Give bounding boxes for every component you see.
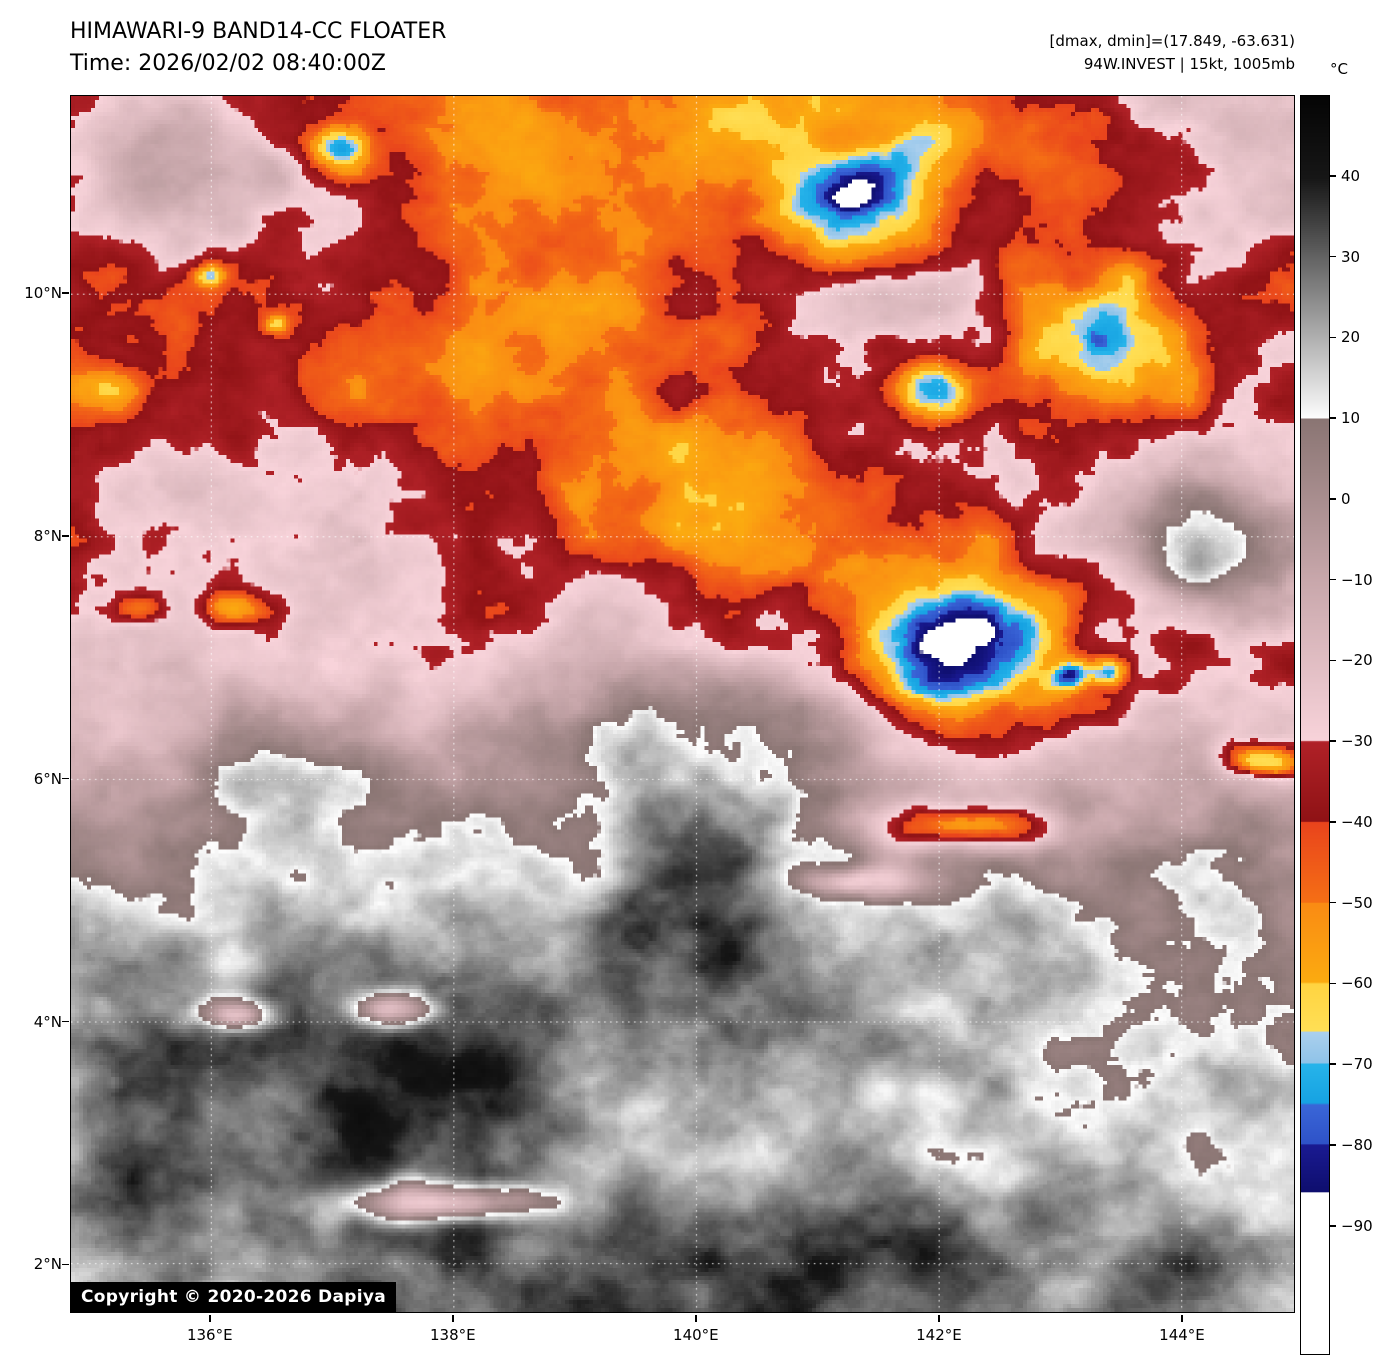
product-title: HIMAWARI-9 BAND14-CC FLOATER bbox=[70, 19, 447, 44]
colorbar-tick bbox=[1330, 1063, 1336, 1065]
colorbar-tick-label: −70 bbox=[1341, 1055, 1373, 1074]
x-axis-label: 142°E bbox=[916, 1326, 962, 1344]
y-axis-tick bbox=[61, 535, 69, 537]
annotation-block: [dmax, dmin]=(17.849, -63.631) 94W.INVES… bbox=[1050, 30, 1295, 75]
colorbar-tick-label: 0 bbox=[1341, 489, 1351, 508]
colorbar-tick bbox=[1330, 982, 1336, 985]
colorbar-tick-label: −50 bbox=[1341, 893, 1373, 912]
colorbar-tick-label: 20 bbox=[1341, 328, 1361, 347]
x-axis-tick bbox=[209, 1314, 211, 1322]
colorbar-tick-label: 40 bbox=[1341, 166, 1361, 185]
x-axis-label: 136°E bbox=[186, 1326, 233, 1344]
map-frame: Copyright © 2020-2026 Dapiya bbox=[70, 95, 1295, 1313]
colorbar-tick bbox=[1330, 659, 1336, 662]
colorbar-unit-label: °C bbox=[1330, 60, 1348, 78]
y-axis-label: 6°N bbox=[33, 769, 62, 788]
colorbar-tick bbox=[1330, 498, 1336, 500]
colorbar-frame bbox=[1300, 95, 1330, 1355]
colorbar-tick-label: −10 bbox=[1341, 570, 1373, 589]
colorbar-tick bbox=[1330, 901, 1336, 904]
colorbar-tick bbox=[1330, 1144, 1336, 1146]
dmax-dmin-readout: [dmax, dmin]=(17.849, -63.631) bbox=[1049, 32, 1295, 50]
colorbar-tick-label: −60 bbox=[1341, 974, 1373, 993]
product-timestamp: Time: 2026/02/02 08:40:00Z bbox=[70, 50, 386, 76]
y-axis-label: 10°N bbox=[24, 283, 62, 302]
y-axis-tick bbox=[61, 777, 69, 780]
colorbar-tick bbox=[1330, 1225, 1336, 1227]
y-axis-tick bbox=[61, 1263, 69, 1266]
colorbar-tick-label: −20 bbox=[1341, 651, 1373, 670]
x-axis-label: 138°E bbox=[430, 1326, 476, 1344]
storm-info: 94W.INVEST | 15kt, 1005mb bbox=[1083, 54, 1295, 73]
copyright-label: Copyright © 2020-2026 Dapiya bbox=[71, 1282, 396, 1312]
colorbar-tick bbox=[1330, 417, 1336, 419]
colorbar-tick-label: −40 bbox=[1341, 812, 1373, 831]
colorbar-tick-label: −90 bbox=[1341, 1216, 1373, 1235]
graticule-overlay-canvas bbox=[71, 96, 1294, 1312]
y-axis-label: 8°N bbox=[33, 526, 62, 545]
colorbar-tick-label: 10 bbox=[1341, 409, 1361, 428]
x-axis-label: 140°E bbox=[673, 1326, 719, 1344]
y-axis-tick bbox=[61, 1020, 69, 1023]
title-block: HIMAWARI-9 BAND14-CC FLOATER Time: 2026/… bbox=[70, 16, 446, 80]
colorbar-tick-label: −30 bbox=[1341, 732, 1373, 751]
colorbar-tick bbox=[1330, 336, 1336, 339]
x-axis-tick bbox=[452, 1314, 454, 1322]
colorbar-tick-label: −80 bbox=[1341, 1136, 1373, 1154]
y-axis-label: 4°N bbox=[33, 1012, 62, 1031]
colorbar-tick bbox=[1330, 740, 1336, 742]
x-axis-tick bbox=[695, 1314, 697, 1322]
x-axis-label: 144°E bbox=[1159, 1326, 1205, 1344]
colorbar-tick bbox=[1330, 175, 1336, 177]
colorbar-gradient-canvas bbox=[1301, 96, 1329, 1354]
colorbar-tick bbox=[1330, 255, 1336, 258]
colorbar-tick bbox=[1330, 578, 1336, 581]
colorbar-tick bbox=[1330, 821, 1336, 823]
colorbar-tick-label: 30 bbox=[1341, 247, 1361, 266]
y-axis-label: 2°N bbox=[33, 1255, 62, 1274]
x-axis-tick bbox=[938, 1314, 940, 1322]
x-axis-tick bbox=[1181, 1314, 1183, 1322]
y-axis-tick bbox=[61, 292, 69, 294]
